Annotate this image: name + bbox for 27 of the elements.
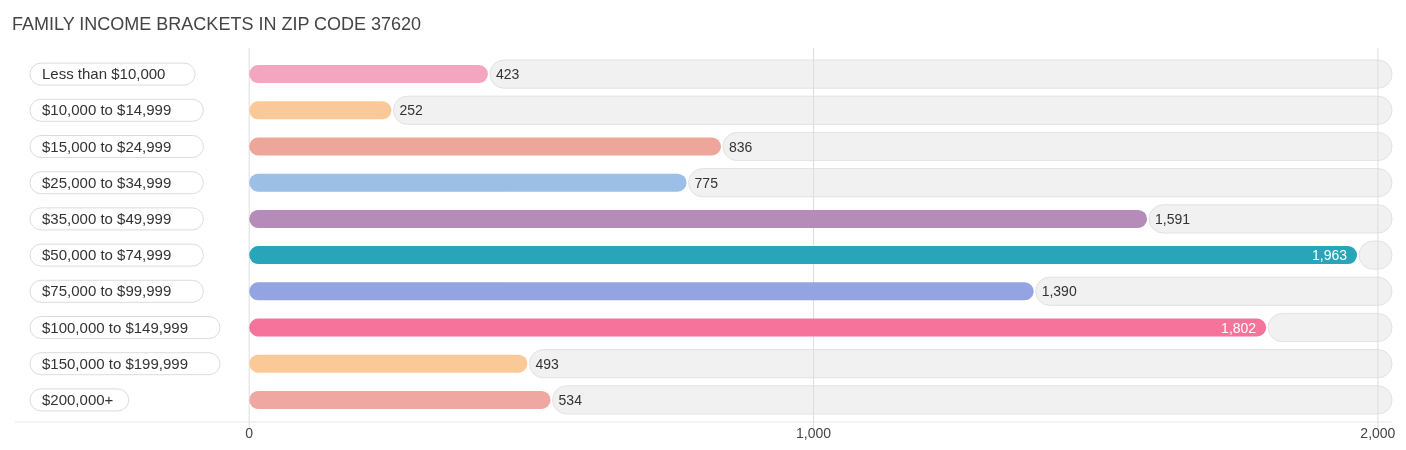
data-label: 836 [728,138,753,155]
y-tick-label: $25,000 to $34,999 [42,173,172,191]
x-tick-label: 2,000 [1360,425,1396,441]
x-tick-label: 0 [245,425,254,441]
chart-title: FAMILY INCOME BRACKETS IN ZIP CODE 37620 [12,14,422,34]
data-label: 1,802 [1221,319,1257,336]
bar [249,354,528,373]
data-label: 775 [694,174,719,191]
y-tick-label: $75,000 to $99,999 [42,282,172,300]
bar [249,65,488,84]
data-label: 1,963 [1311,247,1348,264]
y-tick-label: $50,000 to $74,999 [42,246,172,264]
bar [249,101,392,120]
y-tick-label: $200,000+ [42,390,114,408]
data-label: 534 [558,391,583,408]
y-tick-label: Less than $10,000 [42,65,166,83]
y-tick-label: $150,000 to $199,999 [42,354,188,372]
y-tick-label: $10,000 to $14,999 [42,101,172,119]
x-tick-label: 1,000 [796,425,832,441]
data-label: 1,390 [1041,283,1077,300]
y-tick-label: $35,000 to $49,999 [42,209,172,227]
y-tick-label: $15,000 to $24,999 [42,137,172,155]
y-tick-label: $100,000 to $149,999 [42,318,188,336]
data-label: 493 [535,355,559,372]
data-label: 252 [399,102,423,119]
data-label: 423 [495,66,520,83]
data-label: 1,591 [1155,210,1191,227]
